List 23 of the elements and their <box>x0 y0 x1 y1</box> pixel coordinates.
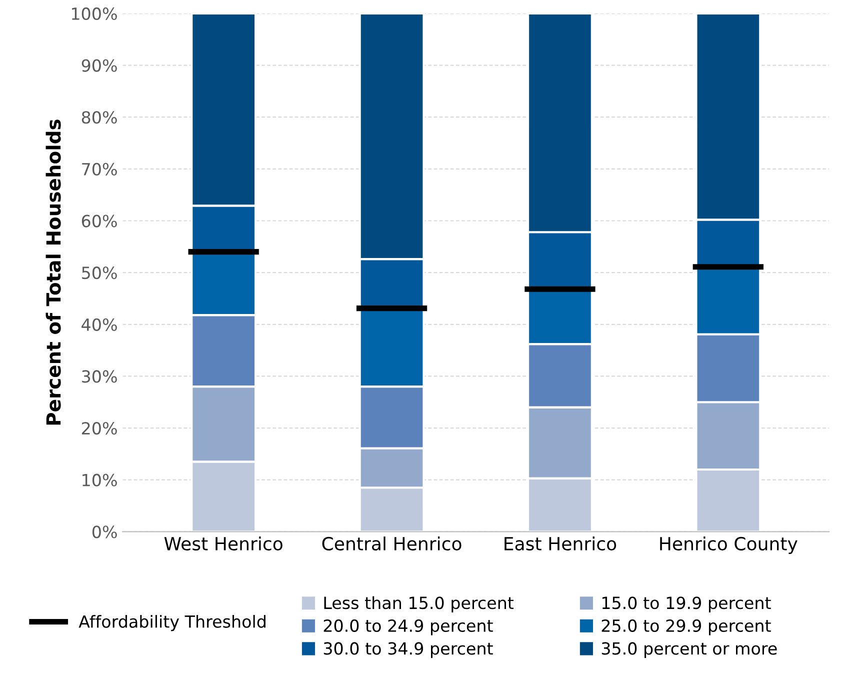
y-tick-label: 80% <box>82 111 117 124</box>
legend-label: 15.0 to 19.9 percent <box>602 596 771 612</box>
y-tick-label: 50% <box>82 266 117 280</box>
legend-label: 20.0 to 24.9 percent <box>324 619 493 636</box>
legend-label: 30.0 to 34.9 percent <box>324 642 493 658</box>
x-tick-label: East Henrico <box>504 536 616 551</box>
y-tick-label: 40% <box>82 318 117 331</box>
y-axis-title: Percent of Total Households <box>46 120 61 425</box>
y-tick-label: 10% <box>82 474 117 486</box>
legend-label: 35.0 percent or more <box>602 642 777 658</box>
legend-label: Less than 15.0 percent <box>324 596 514 612</box>
legend-label: Affordability Threshold <box>78 614 266 632</box>
y-tick-label: 0% <box>92 526 117 538</box>
x-tick-label: Henrico County <box>660 536 798 554</box>
y-tick-label: 70% <box>82 162 117 176</box>
y-tick-label: 100% <box>72 7 117 20</box>
x-tick-label: Central Henrico <box>322 536 462 551</box>
y-tick-label: 60% <box>82 214 117 228</box>
y-tick-label: 20% <box>82 422 117 435</box>
y-tick-label: 90% <box>82 59 117 72</box>
legend-label: 25.0 to 29.9 percent <box>602 619 771 636</box>
y-tick-label: 30% <box>82 370 117 383</box>
x-tick-label: West Henrico <box>164 536 282 551</box>
